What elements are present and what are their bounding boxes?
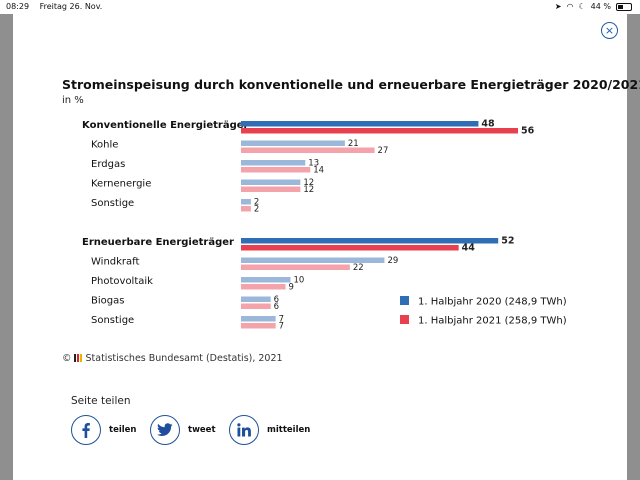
share-facebook-button[interactable]: teilen	[71, 415, 136, 445]
chart-unit-label: in %	[62, 95, 84, 106]
category-label: Sonstige	[91, 198, 134, 209]
bar-2020	[241, 316, 276, 322]
copyright-symbol: ©	[62, 353, 72, 364]
bar-value-label: 6	[274, 295, 279, 305]
bar-value-label: 10	[293, 276, 304, 286]
category-label: Photovoltaik	[91, 276, 153, 287]
bar-2021	[241, 186, 301, 192]
category-label: Erdgas	[91, 159, 125, 170]
bar-value-label: 56	[521, 126, 535, 137]
bar-2021	[241, 147, 375, 153]
share-linkedin-label: mitteilen	[267, 425, 311, 435]
legend-label: 1. Halbjahr 2021 (258,9 TWh)	[418, 316, 567, 327]
bar-value-label: 13	[308, 159, 319, 169]
bar-value-label: 2	[254, 198, 259, 208]
battery-icon	[616, 2, 632, 11]
bar-value-label: 7	[279, 322, 284, 332]
category-label: Kohle	[91, 140, 118, 151]
linkedin-icon	[229, 415, 259, 445]
chart-dialog: × Stromeinspeisung durch konventionelle …	[13, 14, 640, 480]
share-twitter-button[interactable]: tweet	[150, 415, 216, 445]
battery-percent: 44 %	[590, 2, 611, 11]
category-label: Sonstige	[91, 315, 134, 326]
bar-2020	[241, 277, 291, 283]
bar-2021	[241, 128, 518, 134]
category-label: Windkraft	[91, 257, 140, 268]
twitter-icon	[150, 415, 180, 445]
bar-value-label: 12	[303, 185, 314, 195]
close-button[interactable]: ×	[601, 22, 618, 39]
legend-label: 1. Halbjahr 2020 (248,9 TWh)	[418, 297, 567, 308]
bar-2021	[241, 206, 251, 212]
group-label: Konventionelle Energieträger	[82, 120, 249, 131]
bar-2020	[241, 140, 345, 146]
moon-icon: ☾	[578, 2, 586, 11]
share-twitter-label: tweet	[188, 425, 216, 435]
bar-value-label: 29	[387, 256, 398, 266]
chart-title: Stromeinspeisung durch konventionelle un…	[62, 77, 640, 92]
bar-value-label: 7	[279, 315, 284, 325]
bar-2021	[241, 284, 286, 290]
bar-2021	[241, 264, 350, 270]
status-date: Freitag 26. Nov.	[39, 2, 103, 11]
source-text: Statistisches Bundesamt (Destatis), 2021	[85, 353, 283, 364]
bar-value-label: 12	[303, 178, 314, 188]
bar-value-label: 27	[378, 146, 389, 156]
destatis-logo-icon	[73, 354, 83, 365]
bar-2020	[241, 296, 271, 302]
bar-2020	[241, 238, 499, 244]
bar-value-label: 6	[274, 302, 279, 312]
bar-value-label: 9	[289, 283, 294, 293]
bar-2021	[241, 245, 459, 251]
source-credit: © Statistisches Bundesamt (Destatis), 202…	[62, 353, 283, 365]
bar-2020	[241, 199, 251, 205]
bar-value-label: 22	[353, 263, 364, 273]
bar-2020	[241, 257, 385, 263]
bar-value-label: 48	[481, 119, 495, 130]
bar-2020	[241, 179, 301, 185]
status-time: 08:29	[6, 2, 30, 11]
group-label: Erneuerbare Energieträger	[82, 237, 234, 248]
bar-value-label: 52	[501, 236, 514, 247]
location-icon: ➤	[554, 2, 562, 11]
bar-2020	[241, 121, 479, 127]
share-heading: Seite teilen	[71, 395, 131, 407]
bar-value-label: 14	[313, 166, 324, 176]
share-linkedin-button[interactable]: mitteilen	[229, 415, 310, 445]
facebook-icon	[71, 415, 101, 445]
bar-2021	[241, 303, 271, 309]
share-facebook-label: teilen	[109, 425, 137, 435]
bar-value-label: 2	[254, 205, 259, 215]
legend-swatch	[400, 296, 409, 305]
wifi-icon: ◠	[566, 2, 574, 11]
bar-value-label: 44	[462, 243, 476, 254]
status-bar: 08:29 Freitag 26. Nov. ➤ ◠ ☾ 44 %	[0, 0, 640, 14]
legend-swatch	[400, 315, 409, 324]
category-label: Kernenergie	[91, 179, 151, 190]
bar-2020	[241, 160, 306, 166]
category-label: Biogas	[91, 296, 124, 307]
bar-2021	[241, 323, 276, 329]
bar-2021	[241, 167, 311, 173]
bar-value-label: 21	[348, 139, 359, 149]
